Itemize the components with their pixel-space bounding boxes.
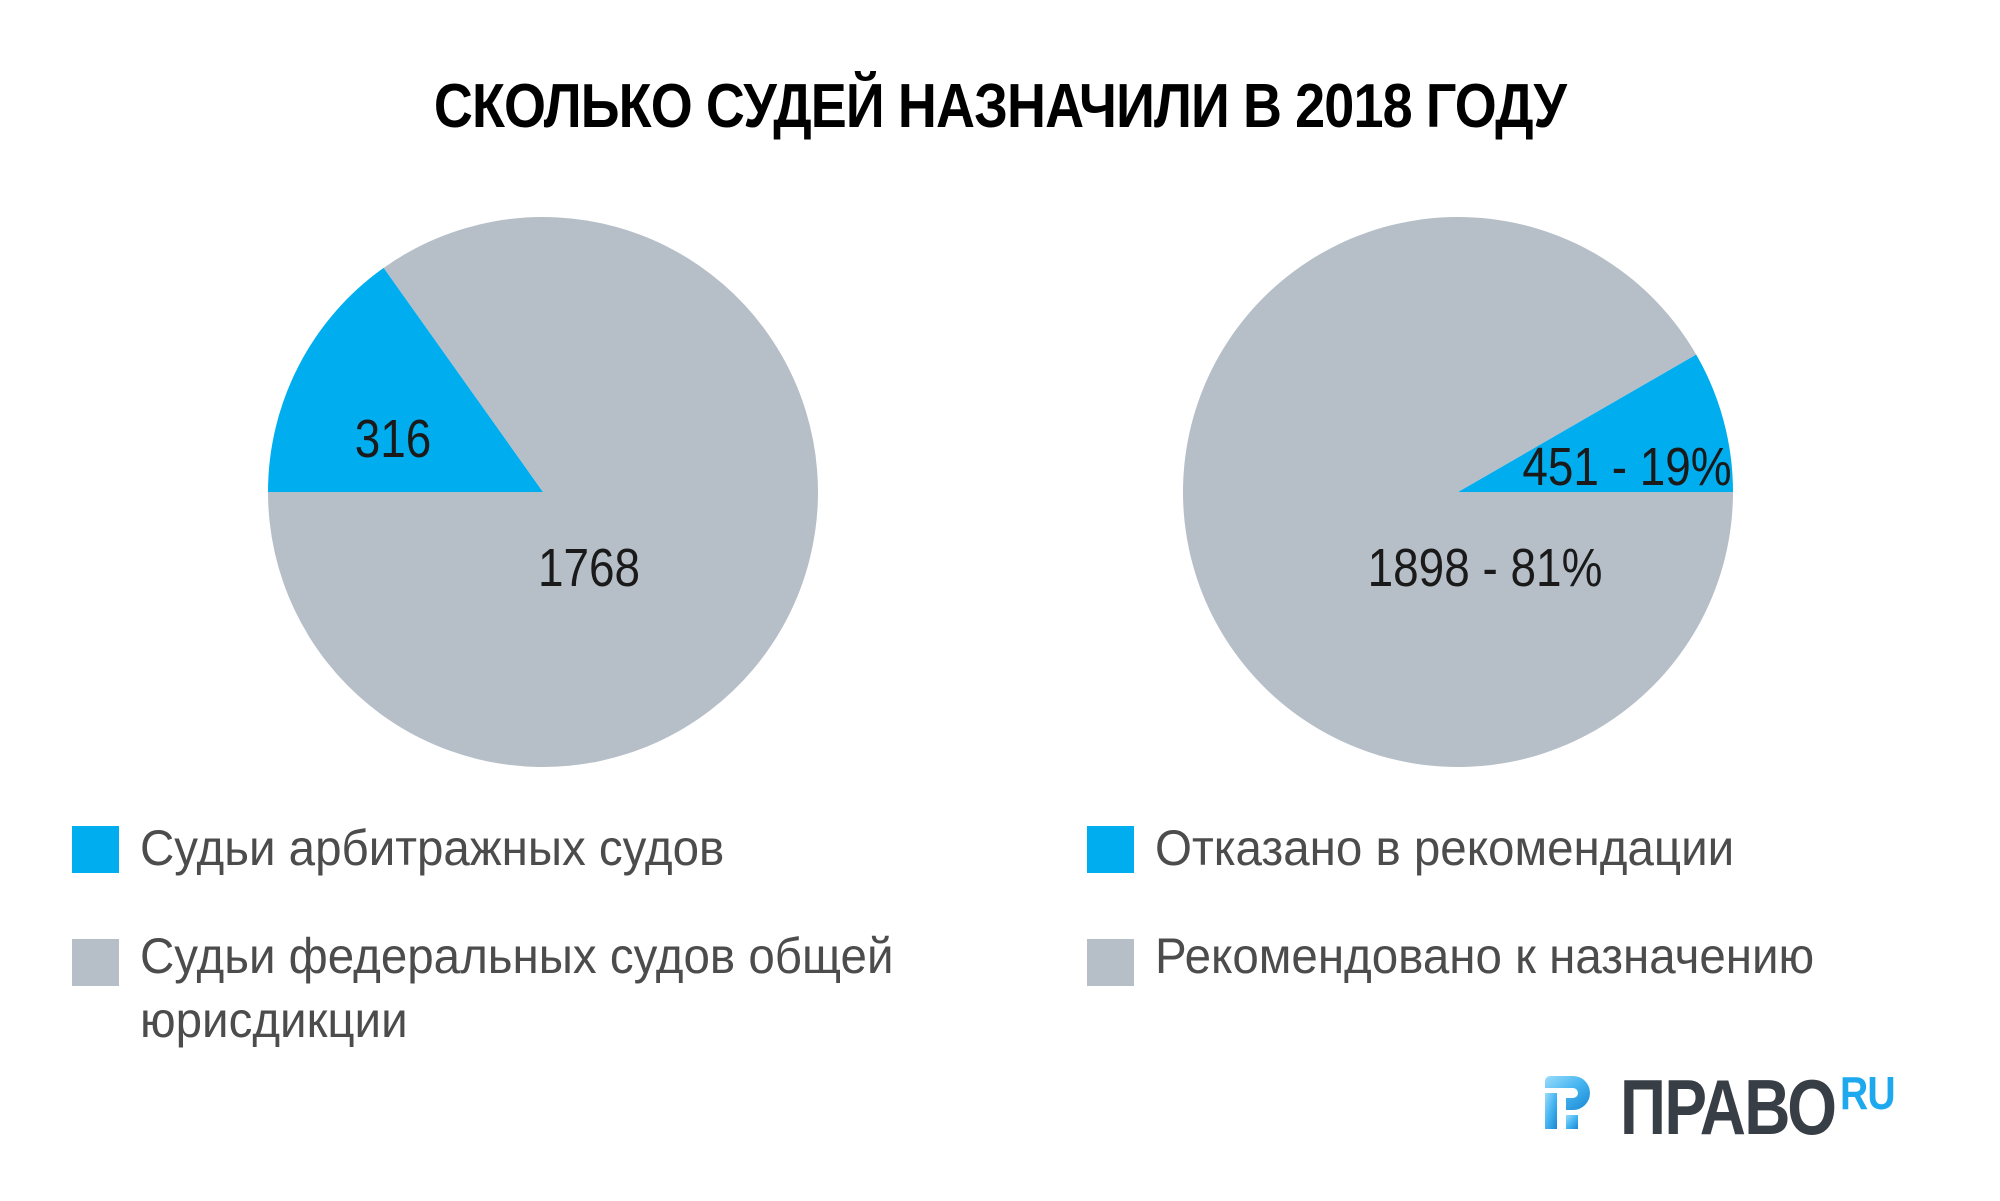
legend-label-denied: Отказано в рекомендации: [1155, 820, 1735, 876]
pie-slice-blue: [268, 267, 543, 492]
pie-slice-gray: [268, 217, 818, 768]
pie-value-label: 316: [355, 409, 432, 469]
legend-label-arbitration: Судьи арбитражных судов: [140, 820, 725, 876]
legend-swatch-federal-gray: [72, 939, 119, 986]
page-title: СКОЛЬКО СУДЕЙ НАЗНАЧИЛИ В 2018 ГОДУ: [433, 72, 1567, 141]
legend-swatch-denied-blue: [1087, 826, 1134, 873]
pie-value-label: 1898 - 81%: [1368, 538, 1603, 598]
pie-value-label: 451 - 19%: [1522, 437, 1731, 497]
legend-label-recommended: Рекомендовано к назначению: [1155, 928, 1815, 984]
logo-mark-top-bowl: [1545, 1076, 1590, 1110]
logo-tld: RU: [1840, 1067, 1896, 1119]
legend-swatch-recommended-gray: [1087, 939, 1134, 986]
pie-value-label: 1768: [538, 538, 640, 598]
pie-judges-appointed-2018-by-court-type: 316 1768: [268, 217, 818, 768]
legend-label-federal: Судьи федеральных судов общей юрисдикции: [140, 928, 894, 1048]
pie-recommendation-outcome-2018: 451 - 19% 1898 - 81%: [1183, 216, 1733, 767]
logo-wordmark: ПРАВО: [1620, 1063, 1837, 1151]
logo-mark-left-leg: [1545, 1093, 1557, 1129]
pie-slice-gray: [1183, 216, 1733, 767]
pravo-ru-logo-mark-icon: [1545, 1076, 1590, 1129]
pie-slice-blue: [1458, 354, 1733, 492]
legend-swatch-arbitration-blue: [72, 826, 119, 873]
pravo-ru-logo: ПРАВО RU: [1537, 1067, 1957, 1146]
logo-mark-right-leg: [1566, 1115, 1578, 1129]
